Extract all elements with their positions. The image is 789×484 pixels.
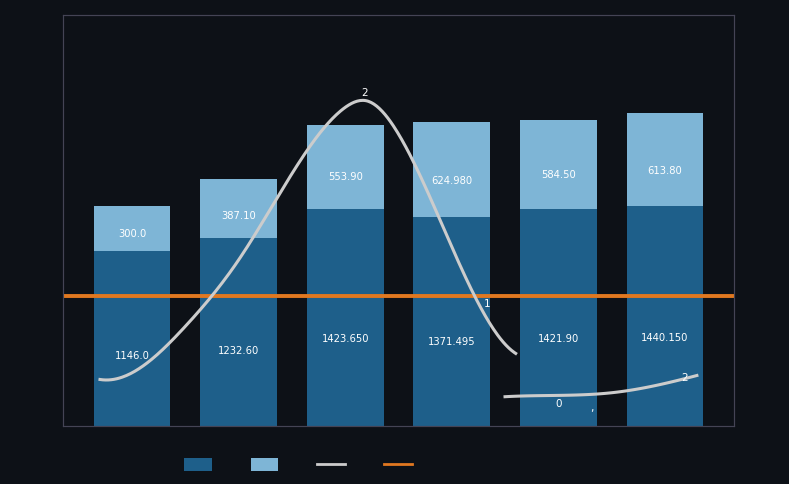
Bar [413, 217, 490, 426]
Text: 1: 1 [484, 299, 490, 309]
Text: ,: , [590, 403, 593, 413]
Bar [413, 121, 490, 217]
Bar [307, 124, 383, 209]
Bar [307, 209, 383, 426]
Bar [200, 179, 277, 238]
Text: 624.980: 624.980 [431, 176, 473, 186]
Text: 0: 0 [555, 399, 562, 409]
Bar [626, 113, 703, 207]
Legend: , , , : , , , [184, 458, 416, 472]
Text: 584.50: 584.50 [541, 170, 576, 181]
Text: 2: 2 [681, 373, 687, 383]
Bar [520, 209, 596, 426]
Bar [94, 251, 170, 426]
Bar [94, 206, 170, 251]
Text: 1421.90: 1421.90 [537, 334, 579, 344]
Text: 1440.150: 1440.150 [641, 333, 689, 343]
Text: 553.90: 553.90 [327, 172, 363, 182]
Bar [626, 207, 703, 426]
Text: 1232.60: 1232.60 [218, 346, 260, 356]
Bar [520, 120, 596, 209]
Text: 1371.495: 1371.495 [428, 337, 476, 348]
Text: 1423.650: 1423.650 [321, 334, 369, 344]
Text: 613.80: 613.80 [648, 166, 682, 176]
Text: 300.0: 300.0 [118, 229, 146, 239]
Text: 2: 2 [361, 88, 368, 98]
Bar [200, 238, 277, 426]
Text: 387.10: 387.10 [221, 211, 256, 221]
Text: 1146.0: 1146.0 [114, 351, 149, 361]
